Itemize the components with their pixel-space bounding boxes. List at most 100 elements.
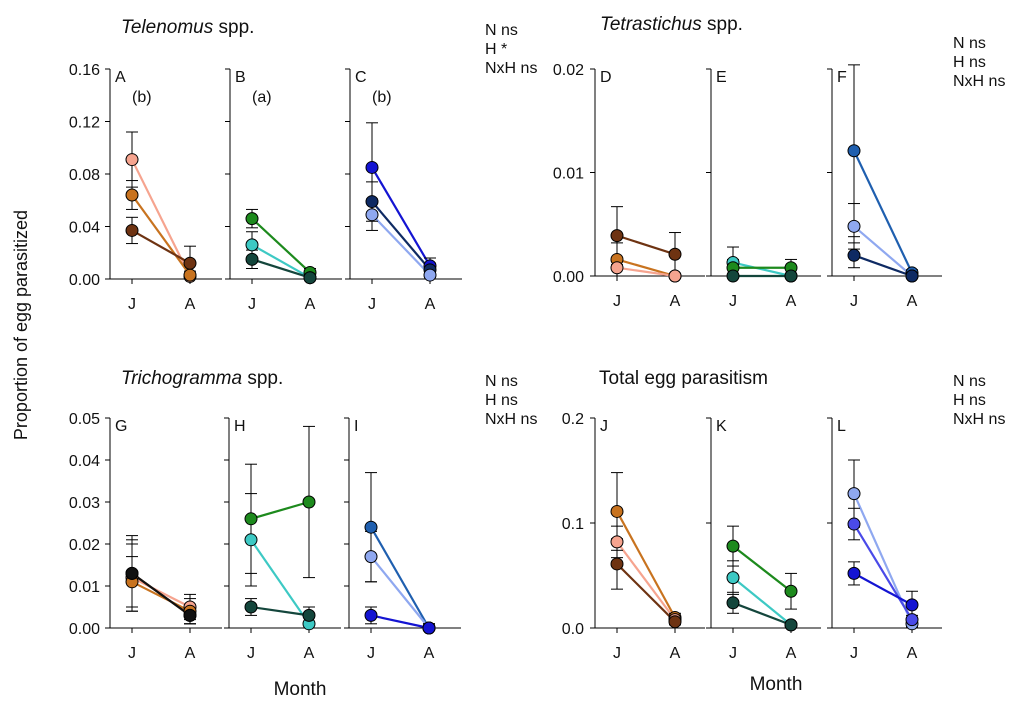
x-tick-label: J [613, 293, 621, 310]
series-line [616, 510, 676, 619]
y-tick-label: 0.12 [69, 115, 100, 132]
data-point [244, 533, 258, 547]
y-tick-label: 0.02 [69, 537, 100, 554]
y-tick-label: 0.2 [562, 411, 584, 428]
panel-H: J A H [224, 417, 341, 662]
x-tick-label: J [247, 645, 255, 662]
data-point [244, 600, 258, 614]
data-point [610, 557, 624, 571]
x-axis-label-left: Month [274, 679, 327, 700]
panel-letter: C [355, 69, 367, 86]
y-tick-label: 0.04 [69, 220, 100, 237]
stats-line: H ns [953, 54, 986, 71]
data-point [125, 188, 139, 202]
panel-letter: J [600, 418, 608, 435]
data-point [364, 608, 378, 622]
panel-A: J A A (b) [105, 68, 222, 313]
data-point [365, 160, 379, 174]
data-point [183, 268, 197, 282]
panel-E: J A E [706, 68, 821, 310]
y-tick-label: 0.00 [69, 621, 100, 638]
x-tick-label: A [304, 645, 315, 662]
stats-line: H ns [953, 392, 986, 409]
series-line [370, 526, 430, 629]
x-tick-label: A [305, 296, 316, 313]
chart-title-suffix: Total egg parasitism [599, 368, 768, 389]
series-line [251, 258, 311, 279]
panel-letter: L [837, 418, 846, 435]
stats-line: NxH ns [953, 73, 1005, 90]
panel-B: J A B (a) [225, 68, 342, 313]
series-line [853, 150, 913, 274]
series-line [251, 217, 311, 274]
y-tick-label: 0.03 [69, 495, 100, 512]
series-line [131, 576, 191, 608]
data-point [847, 517, 861, 531]
series-line [250, 539, 310, 625]
data-point [847, 219, 861, 233]
data-point [183, 608, 197, 622]
x-axis-label-right: Month [750, 674, 803, 695]
panel-letter: A [115, 69, 126, 86]
series-line [131, 572, 191, 617]
panel-letter: D [600, 69, 612, 86]
stats-line: N ns [953, 373, 986, 390]
data-point [668, 269, 682, 283]
series-line [250, 500, 310, 520]
y-tick-label: 0.00 [553, 269, 584, 286]
x-tick-label: J [128, 296, 136, 313]
data-point [302, 608, 316, 622]
data-point [905, 269, 919, 283]
data-point [784, 269, 798, 283]
panel-I: J A I [344, 417, 461, 662]
x-tick-label: J [128, 645, 136, 662]
series-line [131, 194, 191, 276]
y-tick-label: 0.00 [69, 272, 100, 289]
x-tick-label: J [729, 293, 737, 310]
data-point [245, 212, 259, 226]
data-point [183, 256, 197, 270]
stats-line: N ns [485, 373, 518, 390]
data-point [847, 566, 861, 580]
chart-title: Trichogramma spp. [121, 368, 283, 389]
panel-K: J A K [706, 417, 821, 662]
group-letter: (b) [132, 89, 152, 106]
stats-line: N ns [953, 35, 986, 52]
data-point [847, 248, 861, 262]
x-tick-label: A [907, 645, 918, 662]
panel-D: J A D [590, 68, 705, 310]
data-point [125, 153, 139, 167]
series-line [131, 580, 191, 613]
series-line [732, 261, 792, 278]
series-line [370, 555, 430, 629]
data-point [847, 144, 861, 158]
series-line [371, 213, 431, 276]
data-point [784, 584, 798, 598]
data-point [905, 598, 919, 612]
x-tick-label: A [424, 645, 435, 662]
series-line [853, 572, 913, 606]
series-line [131, 229, 191, 265]
chart-tetrastichus: Tetrastichus spp. N ns H ns NxH ns 0.00 0.01 0… [553, 14, 1006, 310]
panel-G: J A G [105, 417, 222, 662]
data-point [422, 621, 436, 635]
x-tick-label: A [907, 293, 918, 310]
panel-C: J A C (b) [345, 68, 462, 313]
chart-trichogramma: Trichogramma spp. N ns H ns NxH ns 0.00 0.01 0… [69, 368, 538, 662]
panel-letter: I [354, 418, 358, 435]
series-line [616, 234, 676, 256]
data-point [302, 495, 316, 509]
data-point [610, 535, 624, 549]
panel-groups: Telenomus spp. N ns H * NxH ns 0.00 0.04 0.08 0… [69, 14, 1006, 662]
series-line [371, 166, 431, 267]
data-point [303, 271, 317, 285]
data-point [244, 512, 258, 526]
data-point [365, 195, 379, 209]
data-point [125, 223, 139, 237]
panel-J: J A J [590, 417, 705, 662]
panel-letter: G [115, 418, 127, 435]
data-point [364, 550, 378, 564]
y-tick-label: 0.16 [69, 62, 100, 79]
data-point [245, 252, 259, 266]
